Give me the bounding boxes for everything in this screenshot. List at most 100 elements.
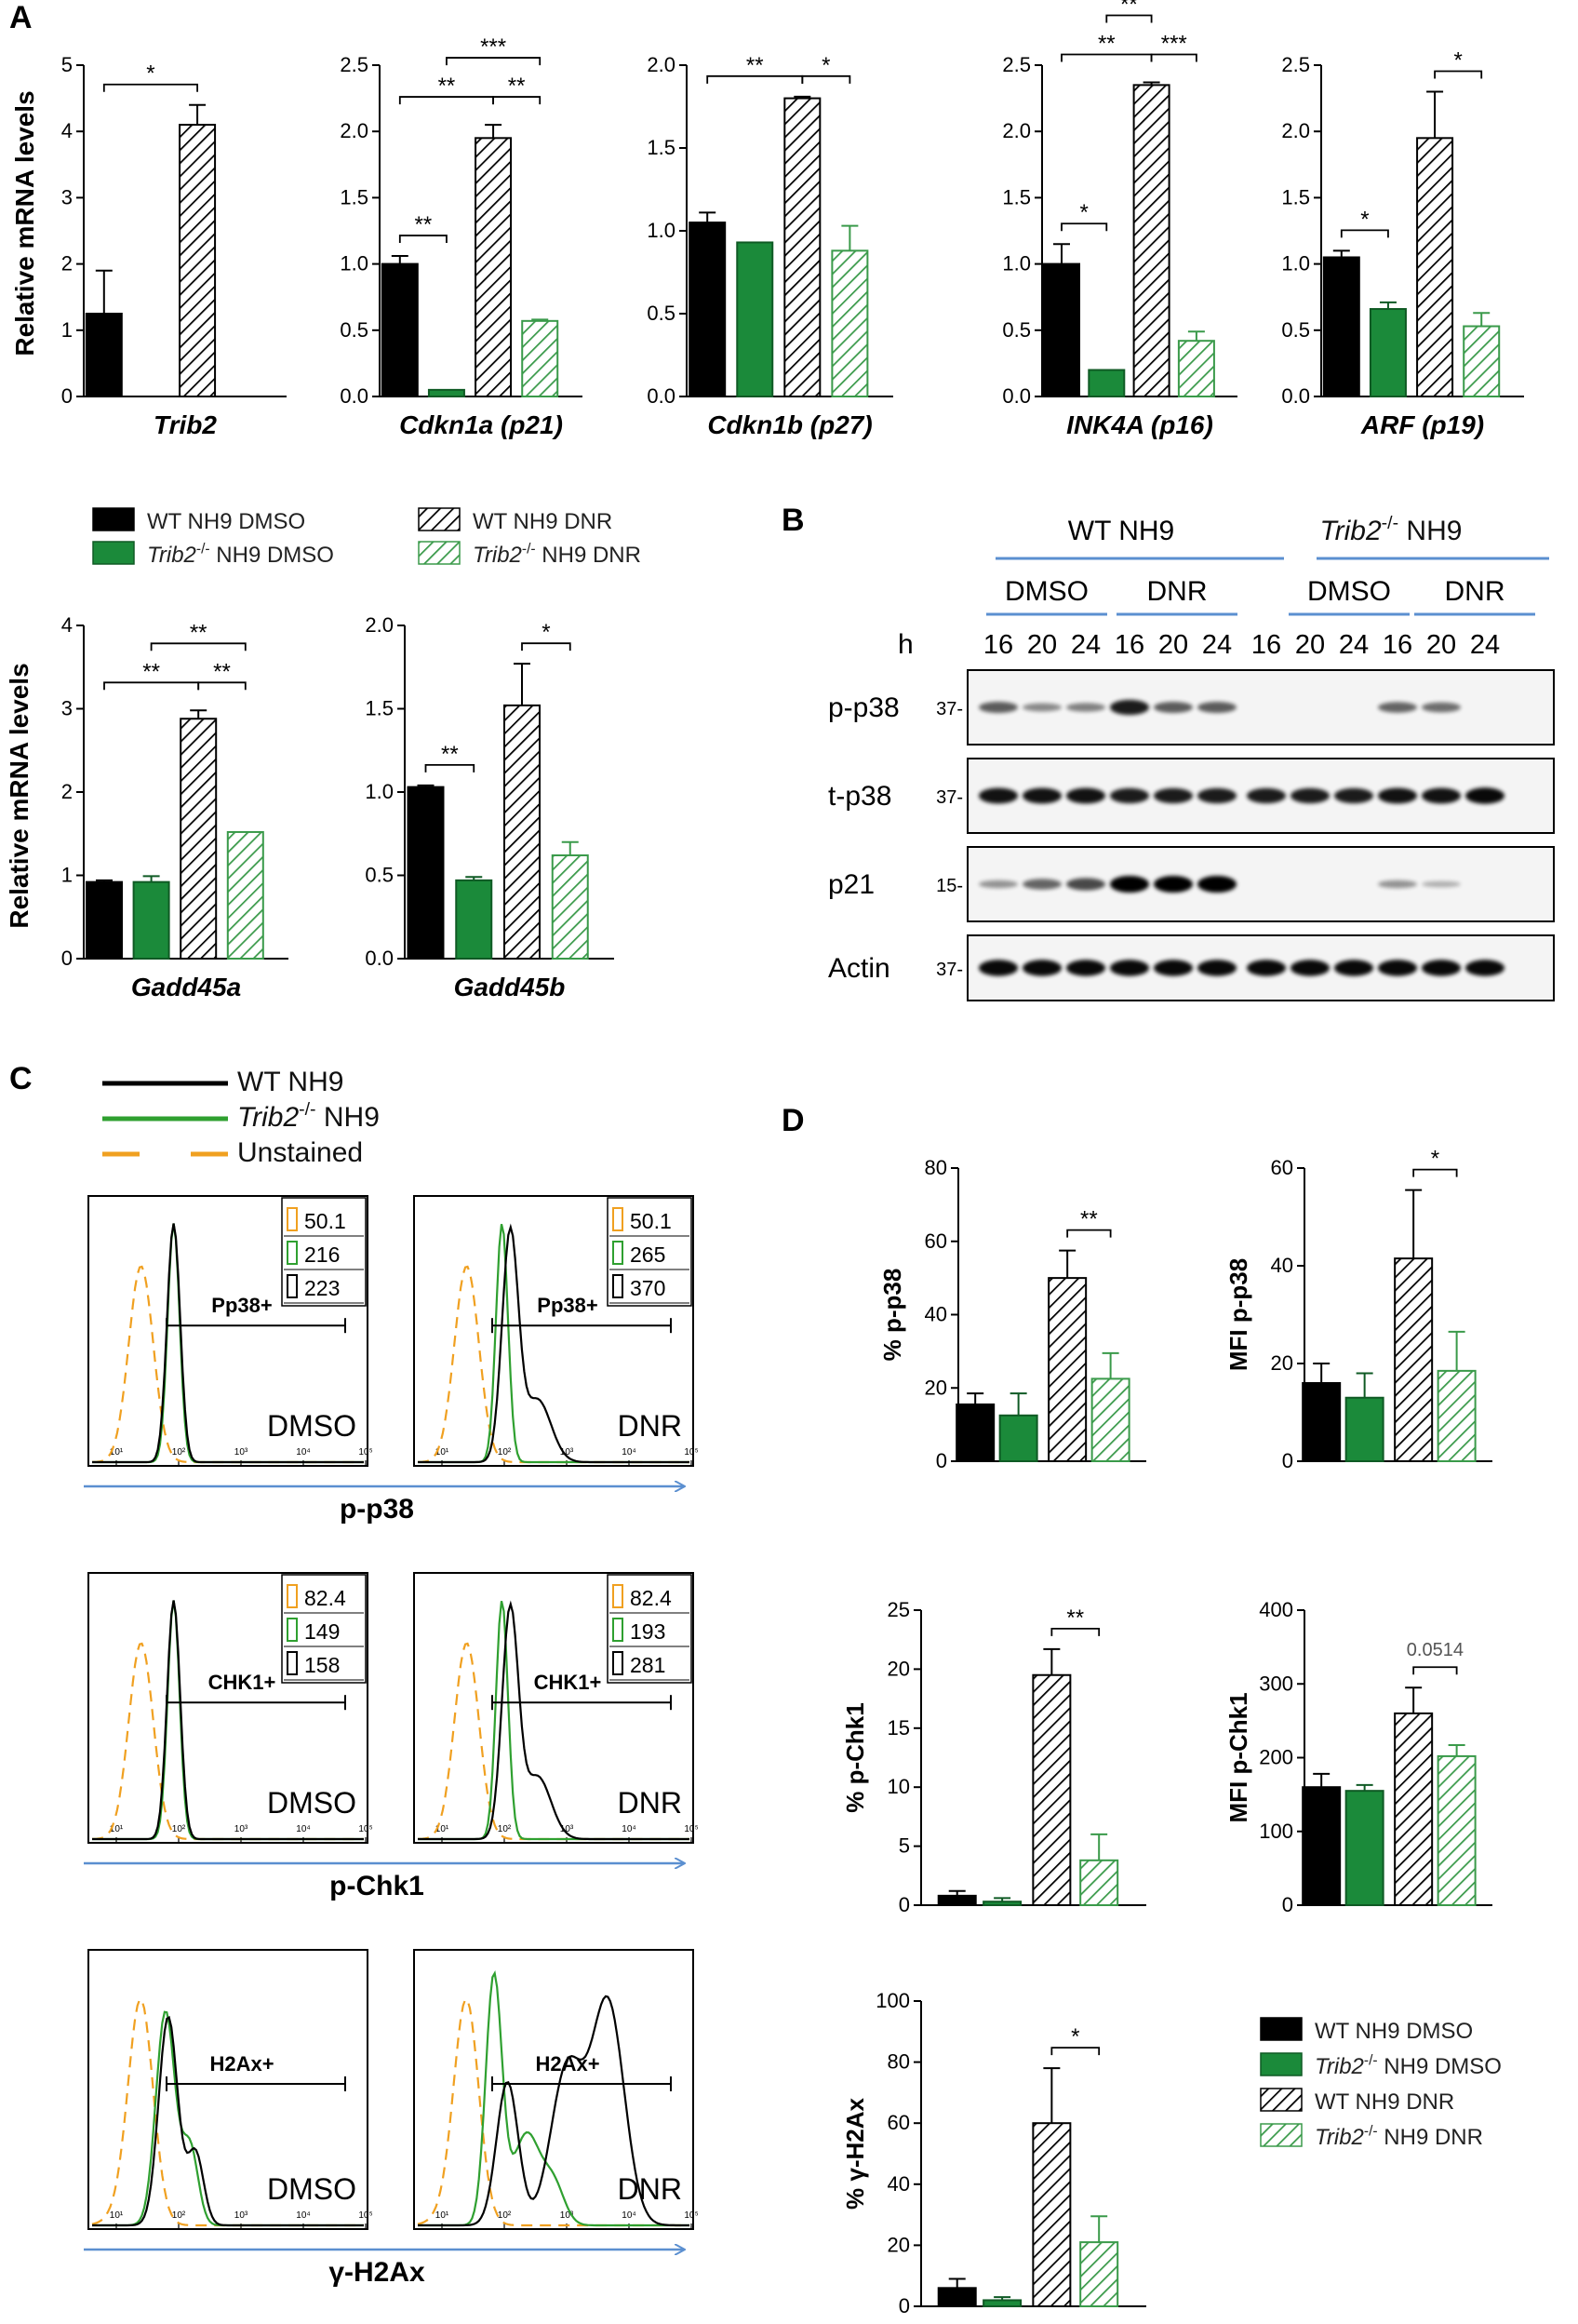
mfi-value-2: 216 (304, 1243, 340, 1267)
legend-label-4-gene: Trib2 (1315, 2125, 1364, 2150)
y-axis-label: MFI p-p38 (1224, 1258, 1252, 1371)
chart-pp38pct: 0 20 40 60 80 ** % p-p38 (878, 1156, 1146, 1472)
sig-bracket (150, 642, 247, 652)
bar-2 (455, 879, 493, 960)
decade-tick-label: 10⁵ (684, 1824, 698, 1834)
chart-gadd45b: 0.00.51.01.52.0***Gadd45b (365, 613, 614, 1001)
decade-tick-label: 10¹ (110, 2210, 124, 2221)
y-tick-label: 2.5 (340, 53, 368, 76)
sig-label: ** (415, 212, 433, 237)
gate-label: Pp38+ (537, 1294, 597, 1317)
histogram-wt (418, 1600, 689, 1841)
y-tick-label: 1.5 (1002, 185, 1031, 208)
y-tick-label: 4 (61, 119, 73, 142)
y-tick-label: 0.0 (1002, 384, 1031, 408)
bar-3 (503, 704, 541, 960)
x-axis-label: ARF (p19) (1360, 410, 1484, 439)
sig-bracket (197, 681, 247, 691)
mfi-key-3 (612, 1651, 623, 1675)
blot-label: p-p38 (828, 692, 900, 723)
bar-4 (831, 249, 869, 397)
band-5 (1154, 702, 1193, 713)
flow-plot-p-Chk1-DNR: 10¹ 10² 10³ 10⁴ 10⁵ CHK1+ DNR 82.4 193 281 (413, 1572, 699, 1844)
bar-2 (1369, 308, 1407, 397)
bar-1 (689, 222, 727, 397)
mfi-value-2: 265 (630, 1243, 665, 1267)
y-tick-label: 2.0 (647, 53, 675, 76)
decade-tick-label: 10⁵ (684, 2210, 698, 2221)
decade-tick-label: 10⁴ (622, 1824, 635, 1834)
decade-tick-label: 10⁴ (296, 1824, 310, 1834)
bar-4 (1079, 2241, 1119, 2308)
treatment-label: DNR (618, 2172, 682, 2206)
decade-tick-label: 10⁴ (296, 1447, 310, 1458)
y-tick-label: 0 (936, 1449, 947, 1472)
y-tick-label: 40 (888, 2172, 910, 2196)
legend-swatch-2 (1260, 2052, 1303, 2076)
chart-pchk1mfi: 0 100 200 300 400 0.0514 MFI p-Chk1 (1224, 1598, 1492, 1916)
y-tick-label: 10 (888, 1775, 910, 1798)
blot-row-p-p38: p-p38 37- (828, 669, 1555, 746)
y-tick-label: 1.0 (365, 780, 394, 803)
group-label-ko: Trib2-/- NH9 (1320, 513, 1463, 546)
y-tick-label: 0.0 (365, 947, 394, 970)
sig-label: ** (1066, 1605, 1084, 1631)
band-2 (1023, 879, 1062, 890)
bar-2 (1344, 1790, 1384, 1906)
flow-legend-label-wt: WT NH9 (237, 1067, 343, 1097)
bar-4 (1079, 1859, 1119, 1907)
sig-label: ** (1098, 32, 1116, 57)
mfi-value-1: 82.4 (304, 1586, 346, 1610)
y-tick-label: 60 (888, 2111, 910, 2134)
band-8 (1290, 960, 1330, 976)
sig-bracket (1066, 1229, 1112, 1238)
sig-label: * (542, 620, 550, 645)
sig-label: ** (213, 659, 231, 684)
sig-label: 0.0514 (1407, 1640, 1464, 1660)
time-label-3: 24 (1071, 630, 1101, 660)
legend-swatch-1 (92, 507, 135, 531)
bar-2 (998, 1414, 1038, 1462)
band-1 (979, 787, 1018, 804)
y-tick-label: 1 (61, 318, 73, 342)
y-tick-label: 2.0 (1002, 119, 1031, 142)
bar-2 (132, 880, 170, 960)
chart-arf: 0.0 0.5 1.0 1.5 2.0 2.5 * * ARF (p19) (1281, 47, 1524, 439)
sig-bracket (1050, 1627, 1101, 1636)
legend-label-2-rest: NH9 DMSO (1378, 2054, 1502, 2079)
band-11 (1422, 960, 1461, 976)
bar-1 (381, 262, 419, 397)
group-label-ko-gene: Trib2 (1320, 516, 1382, 546)
band-5 (1154, 787, 1193, 804)
band-2 (1023, 787, 1062, 804)
blot-label: p21 (828, 869, 875, 900)
y-tick-label: 1 (61, 864, 73, 887)
bar-4 (1090, 1377, 1130, 1462)
y-tick-label: 1.5 (647, 136, 675, 159)
decade-tick-label: 10¹ (110, 1447, 124, 1458)
sig-bracket (398, 235, 448, 244)
band-1 (979, 702, 1018, 713)
decade-tick-label: 10² (498, 2210, 512, 2221)
mfi-key-1 (287, 1584, 298, 1608)
group-label-ko-sup: -/- (1382, 513, 1398, 533)
sig-label: * (1431, 1147, 1439, 1172)
sig-label: ** (508, 74, 526, 99)
band-11 (1422, 787, 1461, 804)
band-10 (1378, 960, 1417, 976)
sig-bracket (102, 83, 198, 92)
treatment-label-2: DNR (1147, 576, 1208, 607)
y-tick-label: 1.5 (365, 697, 394, 720)
flow-plot-p-p38-DMSO: 10¹ 10² 10³ 10⁴ 10⁵ Pp38+ DMSO 50.1 216 223 (87, 1195, 373, 1467)
sig-label: ** (746, 53, 764, 78)
band-2 (1023, 703, 1062, 712)
legend-label-2-gene: Trib2 (147, 543, 196, 568)
sig-label: *** (1161, 32, 1187, 57)
band-3 (1066, 878, 1105, 891)
y-tick-label: 0.5 (647, 302, 675, 325)
mfi-value-2: 149 (304, 1619, 340, 1644)
decade-tick-label: 10² (498, 1447, 512, 1458)
sig-bracket (424, 763, 475, 772)
gate-label: CHK1+ (534, 1671, 602, 1694)
